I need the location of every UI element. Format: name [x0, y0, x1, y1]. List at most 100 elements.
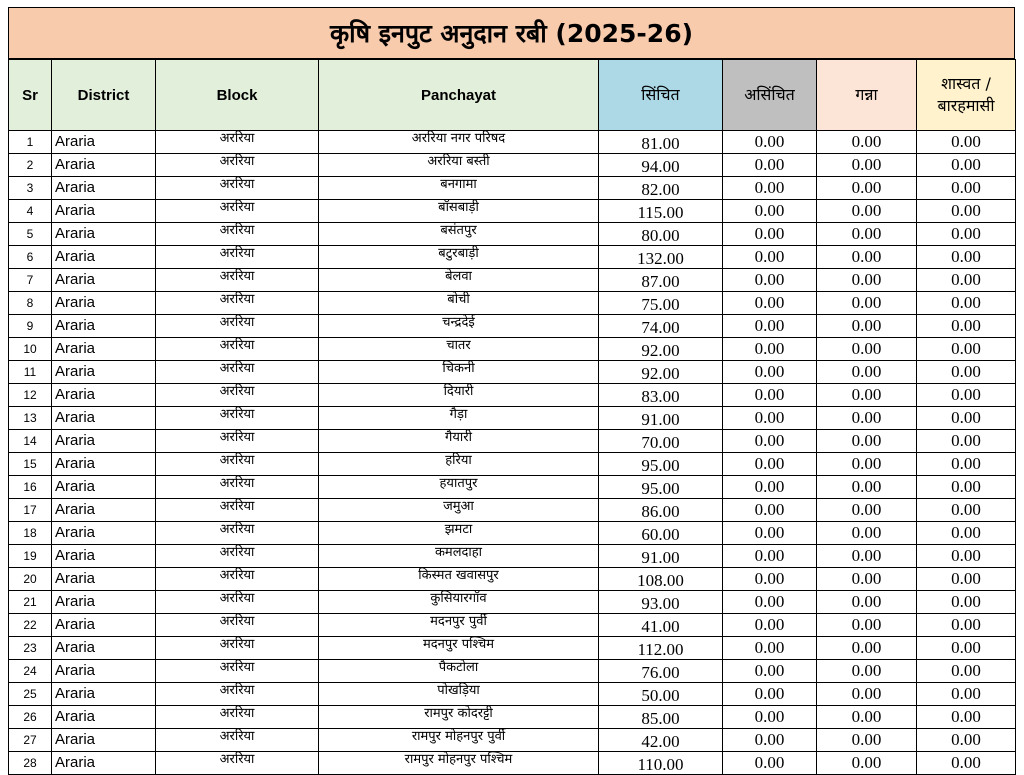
header-row: Sr District Block Panchayat सिंचित असिंच…	[8, 59, 1016, 131]
cell-asinchit: 0.00	[722, 199, 817, 223]
cell-sinchit: 75.00	[598, 291, 723, 315]
cell-sr: 22	[8, 613, 52, 637]
cell-district: Araria	[51, 544, 156, 568]
table-row: 2 Araria अररिया अररिया बस्ती 94.00 0.00 0.00 0.…	[8, 153, 1016, 177]
cell-panchayat: चातर	[318, 337, 599, 361]
cell-ganna: 0.00	[816, 682, 917, 706]
table-row: 23 Araria अररिया मदनपुर पश्चिम 112.00 0.00 0.0…	[8, 636, 1016, 660]
cell-ganna: 0.00	[816, 176, 917, 200]
cell-sinchit: 112.00	[598, 636, 723, 660]
cell-district: Araria	[51, 452, 156, 476]
cell-sinchit: 95.00	[598, 475, 723, 499]
report-sheet: कृषि इनपुट अनुदान रबी (2025-26) Sr Distr…	[8, 7, 1016, 775]
cell-sr: 20	[8, 567, 52, 591]
cell-shashwat: 0.00	[916, 659, 1016, 683]
cell-block: अररिया	[155, 337, 319, 361]
table-row: 7 Araria अररिया बेलवा 87.00 0.00 0.00 0.00	[8, 268, 1016, 292]
cell-ganna: 0.00	[816, 613, 917, 637]
cell-sr: 7	[8, 268, 52, 292]
cell-panchayat: रामपुर कोदरट्टी	[318, 705, 599, 729]
cell-asinchit: 0.00	[722, 429, 817, 453]
cell-panchayat: जमुआ	[318, 498, 599, 522]
cell-sr: 4	[8, 199, 52, 223]
cell-district: Araria	[51, 406, 156, 430]
cell-sr: 2	[8, 153, 52, 177]
cell-sr: 1	[8, 130, 52, 154]
table-row: 17 Araria अररिया जमुआ 86.00 0.00 0.00 0.00	[8, 498, 1016, 522]
cell-panchayat: बटुरबाड़ी	[318, 245, 599, 269]
table-row: 11 Araria अररिया चिकनी 92.00 0.00 0.00 0.00	[8, 360, 1016, 384]
cell-district: Araria	[51, 567, 156, 591]
cell-block: अररिया	[155, 153, 319, 177]
cell-shashwat: 0.00	[916, 222, 1016, 246]
cell-shashwat: 0.00	[916, 682, 1016, 706]
cell-sinchit: 92.00	[598, 337, 723, 361]
table-body: 1 Araria अररिया अररिया नगर परिषद 81.00 0.00 0.…	[8, 130, 1016, 775]
cell-sr: 26	[8, 705, 52, 729]
cell-asinchit: 0.00	[722, 567, 817, 591]
cell-asinchit: 0.00	[722, 406, 817, 430]
cell-district: Araria	[51, 337, 156, 361]
cell-asinchit: 0.00	[722, 268, 817, 292]
cell-district: Araria	[51, 521, 156, 545]
table-row: 12 Araria अररिया दियारी 83.00 0.00 0.00 0.00	[8, 383, 1016, 407]
cell-panchayat: रामपुर मोहनपुर पुर्वी	[318, 728, 599, 752]
cell-asinchit: 0.00	[722, 613, 817, 637]
cell-sinchit: 92.00	[598, 360, 723, 384]
header-ganna: गन्ना	[816, 59, 917, 131]
cell-ganna: 0.00	[816, 245, 917, 269]
cell-block: अररिया	[155, 268, 319, 292]
cell-shashwat: 0.00	[916, 153, 1016, 177]
cell-shashwat: 0.00	[916, 176, 1016, 200]
cell-sr: 18	[8, 521, 52, 545]
cell-asinchit: 0.00	[722, 498, 817, 522]
cell-sinchit: 108.00	[598, 567, 723, 591]
cell-panchayat: कुसियारगॉव	[318, 590, 599, 614]
cell-sr: 8	[8, 291, 52, 315]
table-row: 20 Araria अररिया किस्मत खवासपुर 108.00 0.00 0.…	[8, 567, 1016, 591]
cell-district: Araria	[51, 245, 156, 269]
table-row: 28 Araria अररिया रामपुर मोहनपुर पश्चिम 110.0…	[8, 751, 1016, 775]
cell-sr: 13	[8, 406, 52, 430]
cell-panchayat: गैड़ा	[318, 406, 599, 430]
table-row: 4 Araria अररिया बॉसबाड़ी 115.00 0.00 0.00 0.00	[8, 199, 1016, 223]
cell-asinchit: 0.00	[722, 705, 817, 729]
cell-asinchit: 0.00	[722, 751, 817, 775]
cell-sinchit: 91.00	[598, 544, 723, 568]
cell-panchayat: मदनपुर पश्चिम	[318, 636, 599, 660]
cell-sinchit: 87.00	[598, 268, 723, 292]
cell-shashwat: 0.00	[916, 429, 1016, 453]
cell-shashwat: 0.00	[916, 268, 1016, 292]
cell-shashwat: 0.00	[916, 406, 1016, 430]
cell-ganna: 0.00	[816, 383, 917, 407]
table-row: 5 Araria अररिया बसंतपुर 80.00 0.00 0.00 0.00	[8, 222, 1016, 246]
cell-ganna: 0.00	[816, 636, 917, 660]
cell-sinchit: 94.00	[598, 153, 723, 177]
header-asinchit: असिंचित	[722, 59, 817, 131]
cell-shashwat: 0.00	[916, 245, 1016, 269]
cell-sinchit: 82.00	[598, 176, 723, 200]
cell-block: अररिया	[155, 222, 319, 246]
cell-asinchit: 0.00	[722, 682, 817, 706]
cell-asinchit: 0.00	[722, 636, 817, 660]
cell-block: अररिया	[155, 705, 319, 729]
cell-block: अररिया	[155, 636, 319, 660]
cell-block: अररिया	[155, 613, 319, 637]
cell-district: Araria	[51, 475, 156, 499]
cell-block: अररिया	[155, 475, 319, 499]
cell-district: Araria	[51, 268, 156, 292]
cell-sinchit: 50.00	[598, 682, 723, 706]
cell-ganna: 0.00	[816, 429, 917, 453]
table-row: 15 Araria अररिया हरिया 95.00 0.00 0.00 0.00	[8, 452, 1016, 476]
cell-block: अररिया	[155, 544, 319, 568]
cell-ganna: 0.00	[816, 406, 917, 430]
cell-sr: 24	[8, 659, 52, 683]
cell-block: अररिया	[155, 291, 319, 315]
table-row: 19 Araria अररिया कमलदाहा 91.00 0.00 0.00 0.00	[8, 544, 1016, 568]
cell-shashwat: 0.00	[916, 337, 1016, 361]
cell-sr: 6	[8, 245, 52, 269]
cell-ganna: 0.00	[816, 567, 917, 591]
cell-panchayat: हरिया	[318, 452, 599, 476]
table-row: 14 Araria अररिया गैयारी 70.00 0.00 0.00 0.00	[8, 429, 1016, 453]
cell-asinchit: 0.00	[722, 153, 817, 177]
